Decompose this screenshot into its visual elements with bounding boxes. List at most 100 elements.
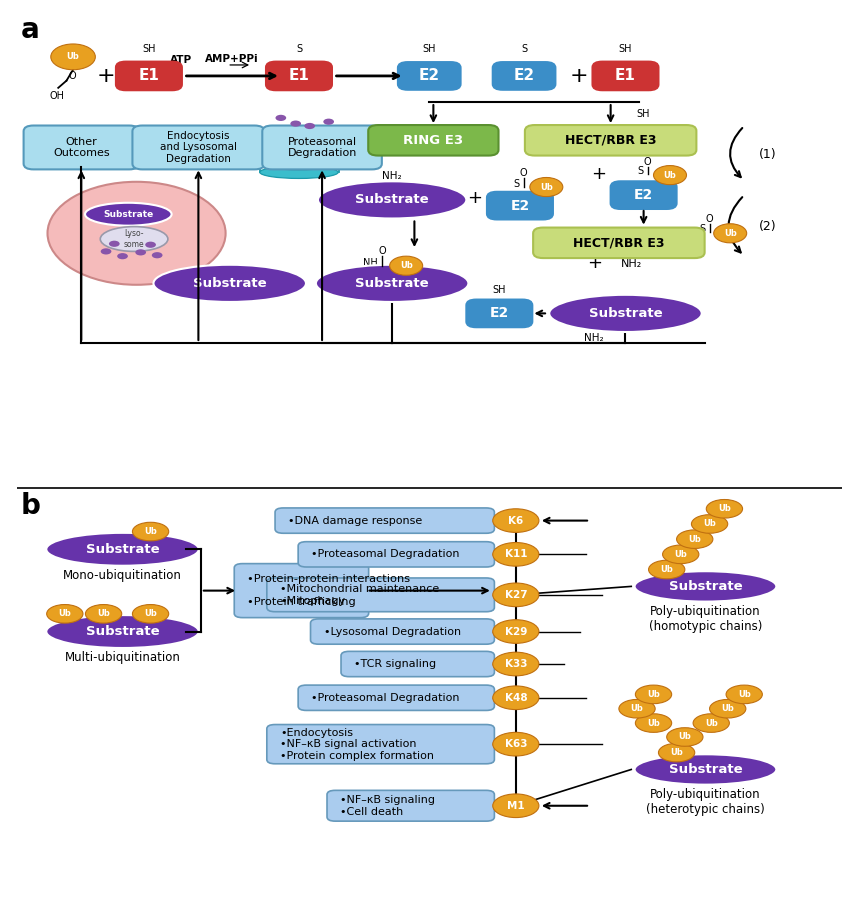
Circle shape bbox=[654, 166, 687, 184]
FancyBboxPatch shape bbox=[310, 619, 495, 644]
Text: Substrate: Substrate bbox=[355, 277, 429, 290]
Text: NH₂: NH₂ bbox=[584, 334, 604, 344]
Ellipse shape bbox=[154, 265, 306, 302]
Text: Ub: Ub bbox=[688, 535, 701, 544]
Text: Substrate: Substrate bbox=[669, 763, 742, 776]
Text: Substrate: Substrate bbox=[86, 543, 159, 556]
Text: K63: K63 bbox=[505, 739, 527, 749]
Circle shape bbox=[145, 241, 156, 248]
Text: S: S bbox=[513, 179, 520, 189]
FancyBboxPatch shape bbox=[235, 564, 369, 618]
Text: Ub: Ub bbox=[647, 690, 660, 699]
Text: Substrate: Substrate bbox=[669, 580, 742, 593]
Ellipse shape bbox=[635, 571, 776, 602]
Ellipse shape bbox=[316, 265, 468, 302]
Text: K6: K6 bbox=[508, 515, 524, 525]
Text: Poly-ubiquitination: Poly-ubiquitination bbox=[650, 789, 761, 801]
Circle shape bbox=[530, 178, 563, 196]
Text: NH: NH bbox=[364, 259, 378, 269]
Text: Ub: Ub bbox=[678, 733, 691, 742]
Ellipse shape bbox=[260, 132, 338, 144]
Text: a: a bbox=[21, 17, 40, 44]
Circle shape bbox=[133, 523, 168, 541]
Text: O: O bbox=[520, 169, 528, 179]
Text: E2: E2 bbox=[510, 199, 530, 213]
FancyBboxPatch shape bbox=[263, 126, 382, 170]
Circle shape bbox=[714, 224, 746, 243]
Ellipse shape bbox=[260, 158, 338, 170]
Text: NH₂: NH₂ bbox=[620, 260, 642, 270]
Text: •TCR signaling: •TCR signaling bbox=[354, 659, 436, 669]
Text: Lyso-
some: Lyso- some bbox=[124, 229, 144, 249]
Text: E2: E2 bbox=[513, 69, 535, 83]
Circle shape bbox=[635, 685, 672, 703]
Circle shape bbox=[493, 794, 539, 818]
Ellipse shape bbox=[260, 166, 338, 179]
Text: Ub: Ub bbox=[718, 504, 731, 514]
Text: Ub: Ub bbox=[724, 228, 737, 238]
Text: Multi-ubiquitination: Multi-ubiquitination bbox=[65, 651, 180, 664]
Circle shape bbox=[726, 685, 762, 703]
Text: S: S bbox=[638, 166, 643, 176]
FancyBboxPatch shape bbox=[267, 724, 495, 764]
Circle shape bbox=[493, 509, 539, 533]
Text: HECT/RBR E3: HECT/RBR E3 bbox=[565, 134, 656, 147]
Text: Ub: Ub bbox=[703, 519, 716, 528]
Text: K33: K33 bbox=[505, 659, 527, 669]
Text: K29: K29 bbox=[505, 626, 527, 636]
Circle shape bbox=[493, 733, 539, 756]
Text: Mono-ubiquitination: Mono-ubiquitination bbox=[63, 569, 182, 581]
Text: O: O bbox=[68, 71, 76, 81]
Text: (heterotypic chains): (heterotypic chains) bbox=[646, 803, 765, 816]
FancyBboxPatch shape bbox=[298, 542, 495, 567]
FancyBboxPatch shape bbox=[341, 651, 495, 677]
Text: (2): (2) bbox=[759, 220, 777, 233]
FancyBboxPatch shape bbox=[467, 300, 532, 327]
Ellipse shape bbox=[46, 615, 199, 648]
Text: •Protein-protein interactions

•Protein trafficking: •Protein-protein interactions •Protein t… bbox=[247, 574, 411, 607]
Text: Substrate: Substrate bbox=[355, 193, 429, 206]
Text: •Proteasomal Degradation: •Proteasomal Degradation bbox=[311, 692, 460, 702]
Text: K11: K11 bbox=[505, 549, 527, 559]
Text: AMP+PPi: AMP+PPi bbox=[206, 54, 259, 64]
Text: SH: SH bbox=[422, 44, 436, 54]
Text: •Endocytosis
•NF–κB signal activation
•Protein complex formation: •Endocytosis •NF–κB signal activation •P… bbox=[280, 727, 434, 761]
Text: Endocytosis
and Lysosomal
Degradation: Endocytosis and Lysosomal Degradation bbox=[160, 131, 237, 164]
FancyBboxPatch shape bbox=[298, 685, 495, 711]
FancyBboxPatch shape bbox=[116, 61, 182, 90]
Circle shape bbox=[109, 240, 120, 247]
Text: Substrate: Substrate bbox=[103, 210, 154, 219]
Text: Ub: Ub bbox=[144, 527, 157, 536]
Circle shape bbox=[304, 123, 315, 129]
Text: •Lysosomal Degradation: •Lysosomal Degradation bbox=[324, 626, 461, 636]
Text: E2: E2 bbox=[634, 188, 654, 202]
FancyBboxPatch shape bbox=[24, 126, 139, 170]
Ellipse shape bbox=[100, 226, 168, 251]
Text: O: O bbox=[378, 246, 386, 256]
Text: +: + bbox=[586, 254, 602, 271]
FancyBboxPatch shape bbox=[398, 62, 461, 90]
Text: •Proteasomal Degradation: •Proteasomal Degradation bbox=[311, 549, 460, 559]
Circle shape bbox=[117, 253, 128, 260]
Ellipse shape bbox=[46, 533, 199, 566]
Text: Ub: Ub bbox=[400, 261, 412, 271]
Circle shape bbox=[493, 583, 539, 607]
Circle shape bbox=[619, 700, 655, 718]
FancyBboxPatch shape bbox=[592, 61, 659, 90]
Circle shape bbox=[389, 256, 422, 275]
Circle shape bbox=[493, 620, 539, 644]
Circle shape bbox=[691, 514, 728, 534]
Text: Ub: Ub bbox=[66, 52, 79, 61]
Text: Ub: Ub bbox=[631, 704, 643, 713]
Circle shape bbox=[706, 500, 743, 518]
Text: +: + bbox=[570, 66, 588, 86]
Text: E2: E2 bbox=[419, 69, 439, 83]
Circle shape bbox=[693, 713, 729, 733]
FancyBboxPatch shape bbox=[487, 192, 552, 219]
Circle shape bbox=[135, 249, 146, 256]
Text: +: + bbox=[468, 189, 482, 206]
FancyBboxPatch shape bbox=[133, 126, 264, 170]
FancyBboxPatch shape bbox=[266, 61, 332, 90]
Circle shape bbox=[677, 530, 713, 548]
Text: b: b bbox=[21, 492, 41, 520]
